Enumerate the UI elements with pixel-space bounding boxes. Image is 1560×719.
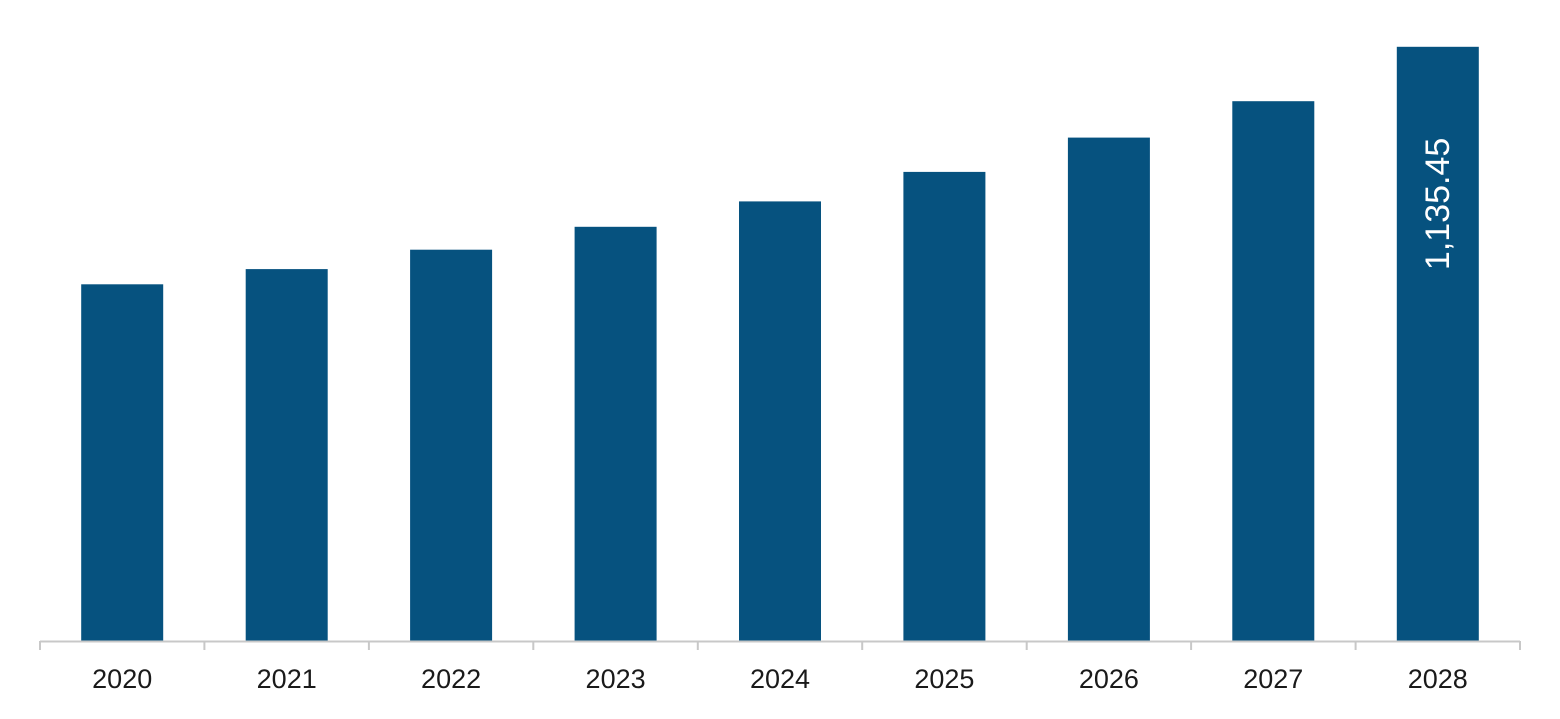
x-axis-ticks [39,641,1521,650]
bar-2027 [1232,101,1315,641]
x-tick-label-2020: 2020 [92,664,152,694]
x-tick-label-2025: 2025 [914,664,974,694]
x-tick-label-2024: 2024 [750,664,810,694]
bar-2021 [245,269,328,641]
data-label-2028: 1,135.45 [1419,138,1457,270]
bar-2024 [739,201,821,641]
bar-2025 [903,171,986,641]
x-tick-label-2026: 2026 [1079,664,1139,694]
bar-2028 [1396,46,1479,642]
bar-2020 [81,284,164,641]
data-labels: 1,135.45 [1419,138,1457,270]
bars-group [81,46,1479,642]
x-tick-label-2027: 2027 [1243,664,1303,694]
x-axis-tick-labels: 2020 2021 2022 2023 2024 2025 2026 2027 2028 [92,664,1468,694]
x-axis [39,640,1521,650]
x-tick-label-2022: 2022 [421,664,481,694]
x-tick-label-2021: 2021 [257,664,317,694]
bar-2022 [410,249,493,641]
bar-2023 [574,226,657,642]
x-tick-label-2028: 2028 [1408,664,1468,694]
bar-2026 [1067,137,1150,641]
x-tick-label-2023: 2023 [586,664,646,694]
